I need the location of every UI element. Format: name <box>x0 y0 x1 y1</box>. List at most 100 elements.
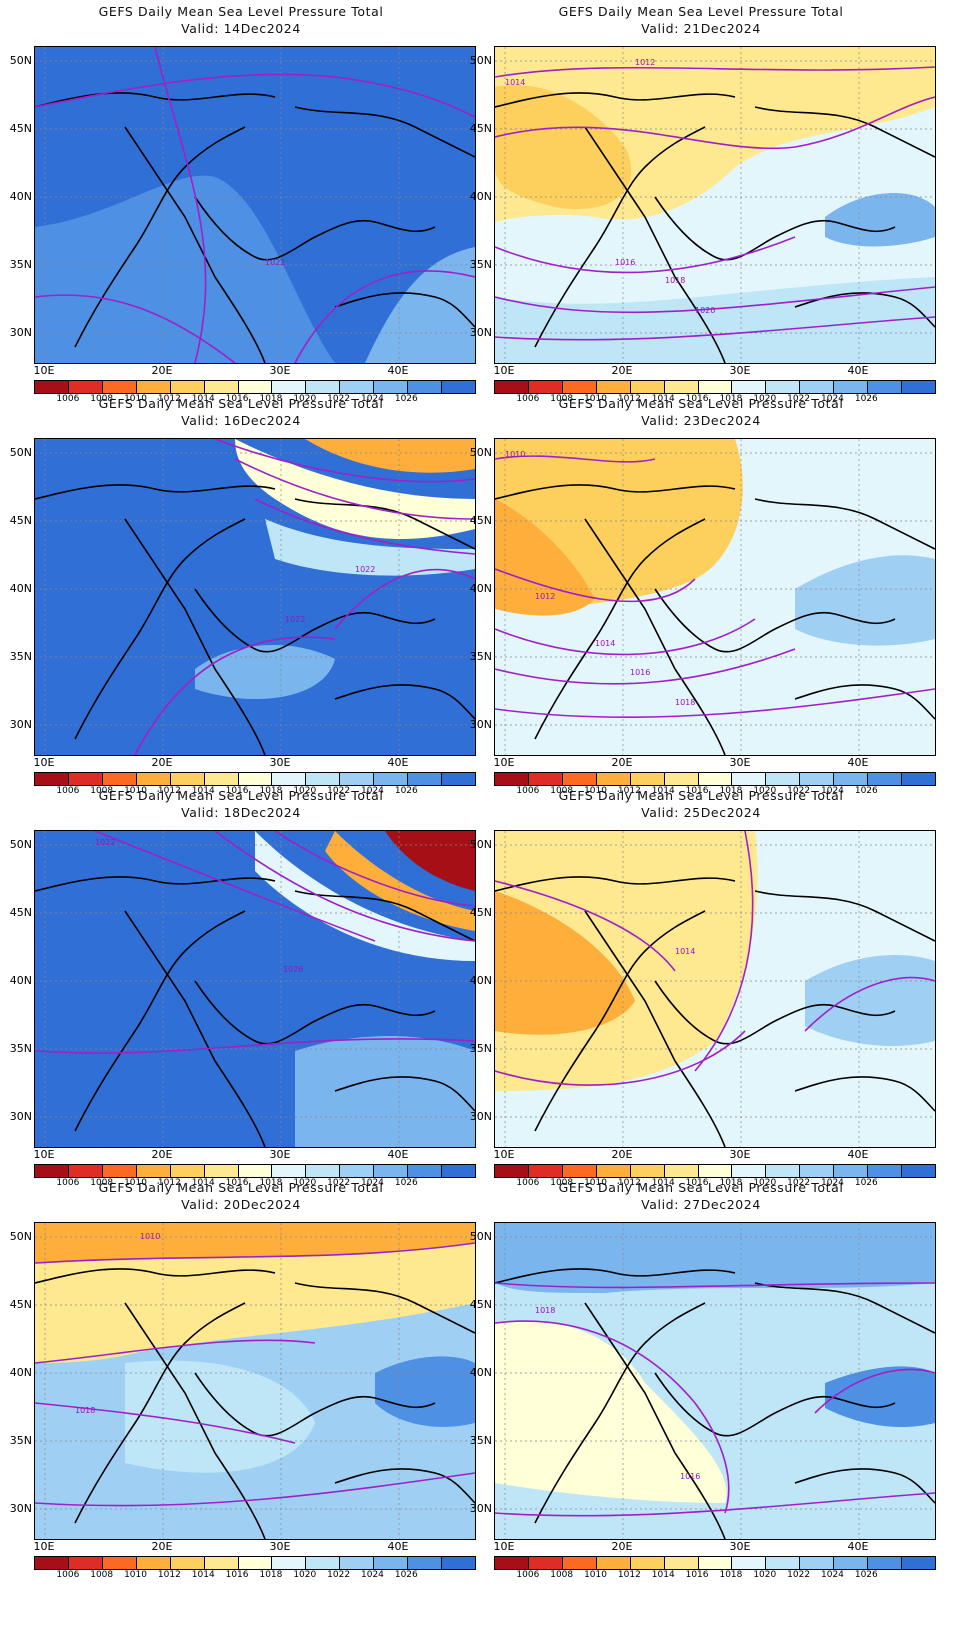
coastline <box>754 1282 935 1334</box>
colorbar-swatch <box>495 1557 529 1569</box>
pressure-region <box>375 1356 475 1427</box>
latitude-label: 40N <box>9 1366 32 1379</box>
colorbar-label: 1020 <box>293 394 317 404</box>
colorbar-swatch <box>408 1557 443 1569</box>
colorbar-label: 1012 <box>617 1570 641 1580</box>
colorbar-label: 1010 <box>584 1570 607 1580</box>
coastline <box>584 126 676 278</box>
colorbar <box>494 1164 936 1178</box>
colorbar-swatch <box>766 1557 801 1569</box>
colorbar-swatch <box>102 381 137 393</box>
colorbar-label: 1010 <box>124 786 147 796</box>
colorbar-label: 1022 <box>787 394 811 404</box>
colorbar-label: 1020 <box>293 1570 317 1580</box>
longitude-label: 20E <box>151 1148 173 1161</box>
colorbar-label: 1026 <box>854 1178 878 1188</box>
map-panel: GEFS Daily Mean Sea Level Pressure Total… <box>460 0 942 410</box>
longitude-label: 20E <box>611 1540 633 1553</box>
latitude-label: 45N <box>9 122 32 135</box>
map-canvas: 1010 1012 1014 1016 1018 <box>495 439 935 755</box>
colorbar-swatch <box>834 773 869 785</box>
longitude-label: 30E <box>729 756 751 769</box>
colorbar-label: 1024 <box>821 1570 844 1580</box>
colorbar-swatch <box>340 773 375 785</box>
colorbar-swatch <box>136 1165 171 1177</box>
colorbar-label: 1010 <box>124 1178 147 1188</box>
colorbar-label: 1018 <box>719 786 743 796</box>
colorbar-swatch <box>442 1557 475 1569</box>
colorbar-label: 1022 <box>327 786 351 796</box>
colorbar-label: 1022 <box>787 786 811 796</box>
coastline <box>654 588 896 653</box>
isobar <box>495 1492 935 1517</box>
colorbar-swatch <box>868 773 903 785</box>
map-panel: GEFS Daily Mean Sea Level Pressure Total… <box>460 392 942 802</box>
contour-label: 1018 <box>75 1406 95 1415</box>
isobar <box>495 236 796 274</box>
latitude-label: 50N <box>9 446 32 459</box>
colorbar-label: 1006 <box>56 786 80 796</box>
latitude-label: 30N <box>9 1110 32 1123</box>
longitude-label: 30E <box>269 1148 291 1161</box>
latitude-label: 35N <box>469 1042 492 1055</box>
coastline <box>794 1468 935 1504</box>
coastline <box>214 1452 266 1539</box>
coastline <box>214 276 266 363</box>
colorbar-swatch <box>204 773 239 785</box>
latitude-label: 50N <box>9 54 32 67</box>
coastline <box>584 1302 676 1454</box>
coastline <box>584 518 676 670</box>
longitude-label: 40E <box>847 1540 869 1553</box>
latitude-label: 45N <box>9 514 32 527</box>
contour-label: 1010 <box>505 450 525 459</box>
colorbar-swatch <box>170 773 205 785</box>
colorbar-swatch <box>766 381 801 393</box>
map-panel: GEFS Daily Mean Sea Level Pressure Total… <box>460 784 942 1194</box>
pressure-region <box>495 499 595 616</box>
longitude-label: 30E <box>269 364 291 377</box>
contour-label: 1022 <box>355 565 375 574</box>
coastline <box>294 498 475 550</box>
colorbar-label: 1006 <box>56 394 80 404</box>
latitude-label: 35N <box>469 258 492 271</box>
coastline <box>674 1452 726 1539</box>
colorbar-swatch <box>272 1557 307 1569</box>
colorbar-label: 1016 <box>225 394 249 404</box>
longitude-label: 30E <box>729 364 751 377</box>
colorbar-swatch <box>902 1165 935 1177</box>
pressure-region <box>495 1223 935 1293</box>
colorbar-swatch <box>136 1557 171 1569</box>
latitude-label: 40N <box>9 190 32 203</box>
colorbar-swatch <box>528 1557 563 1569</box>
colorbar-label: 1014 <box>651 786 675 796</box>
map-canvas: 1022 1026 <box>35 831 475 1147</box>
isobar <box>154 47 207 363</box>
longitude-label: 10E <box>493 756 515 769</box>
coastline <box>754 106 935 158</box>
panel-valid-date: Valid: 25Dec2024 <box>641 805 761 820</box>
isobar <box>495 688 935 719</box>
colorbar-label: 1008 <box>90 786 114 796</box>
coastline <box>794 684 935 720</box>
colorbar-label: 1024 <box>821 786 844 796</box>
latitude-label: 45N <box>9 1298 32 1311</box>
colorbar-swatch <box>528 381 563 393</box>
colorbar <box>34 1164 476 1178</box>
latitude-label: 30N <box>469 1110 492 1123</box>
colorbar-swatch <box>170 1165 205 1177</box>
colorbar-swatch <box>68 1165 103 1177</box>
colorbar-swatch <box>408 381 443 393</box>
colorbar-swatch <box>664 773 699 785</box>
isobar <box>35 1339 316 1364</box>
coastline <box>35 876 276 892</box>
contour-label: 1022 <box>285 615 305 624</box>
pressure-region <box>255 831 475 961</box>
isobar <box>274 831 475 907</box>
pressure-region <box>325 831 475 931</box>
longitude-label: 40E <box>387 756 409 769</box>
colorbar-swatch <box>35 773 69 785</box>
colorbar-swatch <box>306 1557 341 1569</box>
colorbar-swatch <box>272 381 307 393</box>
colorbar-swatch <box>35 1557 69 1569</box>
colorbar-label: 1020 <box>753 394 777 404</box>
